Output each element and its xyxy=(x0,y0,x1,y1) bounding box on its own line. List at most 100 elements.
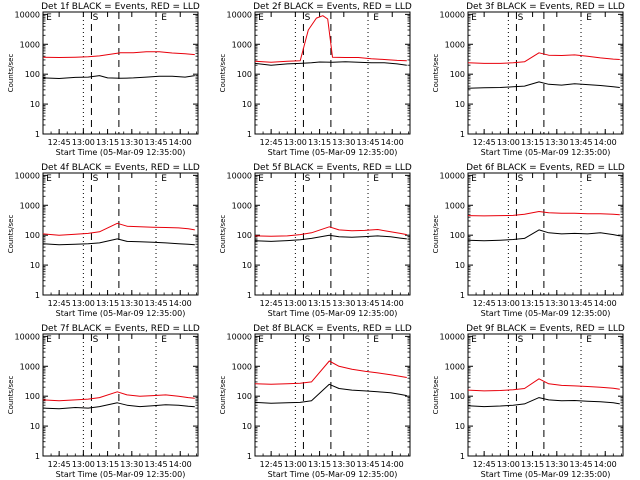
marker-label: E xyxy=(46,335,52,345)
detector-panel: Det 2f BLACK = Events, RED = LLD Counts/s… xyxy=(219,2,412,157)
y-tick-label: 100 xyxy=(450,392,465,401)
x-tick-label: 14:00 xyxy=(594,138,617,147)
x-tick-label: 14:00 xyxy=(169,460,192,469)
y-tick-label: 100 xyxy=(237,392,252,401)
x-axis-label: Start Time (05-Mar-09 12:35:00) xyxy=(481,148,611,157)
marker-label: E xyxy=(471,335,477,345)
x-tick-label: 12:45 xyxy=(260,460,283,469)
y-tick-label: 10 xyxy=(455,422,465,431)
y-axis-label: Counts/sec xyxy=(432,215,440,254)
y-tick-label: 1000 xyxy=(445,40,465,49)
x-tick-label: 14:00 xyxy=(381,299,404,308)
y-tick-label: 10000 xyxy=(440,10,465,19)
y-axis-label: Counts/sec xyxy=(7,376,15,415)
panel-title: Det 8f BLACK = Events, RED = LLD xyxy=(253,324,412,334)
x-tick-label: 13:30 xyxy=(120,460,143,469)
x-tick-label: 13:15 xyxy=(96,460,119,469)
x-tick-label: 13:00 xyxy=(284,299,307,308)
y-tick-label: 10 xyxy=(242,261,252,270)
x-tick-label: 13:30 xyxy=(120,138,143,147)
lld-series-line xyxy=(467,378,620,392)
x-tick-label: 13:15 xyxy=(308,460,331,469)
plot-frame xyxy=(467,11,624,135)
y-tick-label: 1 xyxy=(460,452,465,461)
y-tick-label: 10 xyxy=(455,261,465,270)
lld-series-line xyxy=(42,222,195,236)
x-tick-label: 13:15 xyxy=(521,138,544,147)
lld-series-line xyxy=(254,226,407,237)
y-tick-label: 1000 xyxy=(232,201,252,210)
x-tick-label: 13:00 xyxy=(497,299,520,308)
y-tick-label: 1 xyxy=(247,291,252,300)
detector-panel: Det 3f BLACK = Events, RED = LLD Counts/s… xyxy=(432,2,625,157)
panel-title: Det 6f BLACK = Events, RED = LLD xyxy=(466,163,625,173)
marker-label: S xyxy=(518,13,524,23)
y-tick-label: 1 xyxy=(35,291,40,300)
x-tick-label: 13:30 xyxy=(120,299,143,308)
marker-label: E xyxy=(46,174,52,184)
x-tick-label: 14:00 xyxy=(169,299,192,308)
lld-series-line xyxy=(254,15,407,63)
plot-frame xyxy=(254,172,411,296)
y-tick-label: 10 xyxy=(30,100,40,109)
marker-label: E xyxy=(586,335,592,345)
detector-panel: Det 6f BLACK = Events, RED = LLD Counts/s… xyxy=(432,163,625,318)
x-axis-label: Start Time (05-Mar-09 12:35:00) xyxy=(481,470,611,479)
x-tick-label: 13:15 xyxy=(521,299,544,308)
marker-label: E xyxy=(161,174,167,184)
x-tick-label: 13:15 xyxy=(96,138,119,147)
marker-label: E xyxy=(373,174,379,184)
events-series-line xyxy=(254,234,407,242)
y-tick-label: 10000 xyxy=(15,332,40,341)
y-tick-label: 100 xyxy=(25,392,40,401)
x-tick-label: 12:45 xyxy=(48,460,71,469)
x-tick-label: 13:30 xyxy=(545,299,568,308)
x-tick-label: 13:45 xyxy=(356,299,379,308)
plot-frame xyxy=(467,172,624,296)
marker-label: E xyxy=(258,335,264,345)
x-axis-label: Start Time (05-Mar-09 12:35:00) xyxy=(56,470,186,479)
x-axis-label: Start Time (05-Mar-09 12:35:00) xyxy=(268,470,398,479)
marker-label: S xyxy=(305,335,311,345)
x-tick-label: 13:00 xyxy=(497,138,520,147)
x-tick-label: 13:45 xyxy=(356,138,379,147)
plot-frame xyxy=(254,11,411,135)
y-tick-label: 1000 xyxy=(232,362,252,371)
marker-label: S xyxy=(93,174,99,184)
y-tick-label: 10 xyxy=(242,422,252,431)
x-tick-label: 13:30 xyxy=(332,299,355,308)
x-tick-label: 13:30 xyxy=(332,460,355,469)
x-tick-label: 13:30 xyxy=(332,138,355,147)
x-tick-label: 12:45 xyxy=(473,299,496,308)
x-tick-label: 12:45 xyxy=(48,299,71,308)
marker-label: E xyxy=(373,335,379,345)
x-tick-label: 14:00 xyxy=(169,138,192,147)
y-tick-label: 1 xyxy=(460,291,465,300)
y-tick-label: 10000 xyxy=(227,10,252,19)
y-tick-label: 1 xyxy=(247,130,252,139)
y-tick-label: 100 xyxy=(25,70,40,79)
panel-title: Det 2f BLACK = Events, RED = LLD xyxy=(253,2,412,12)
y-axis-label: Counts/sec xyxy=(432,54,440,93)
x-axis-label: Start Time (05-Mar-09 12:35:00) xyxy=(481,309,611,318)
events-series-line xyxy=(467,397,620,408)
x-tick-label: 13:00 xyxy=(497,460,520,469)
y-tick-label: 100 xyxy=(237,231,252,240)
events-series-line xyxy=(254,61,407,66)
y-tick-label: 1000 xyxy=(20,362,40,371)
y-tick-label: 1 xyxy=(460,130,465,139)
lld-series-line xyxy=(467,52,620,64)
panel-title: Det 9f BLACK = Events, RED = LLD xyxy=(466,324,625,334)
marker-label: E xyxy=(161,335,167,345)
marker-label: E xyxy=(586,13,592,23)
events-series-line xyxy=(42,238,195,246)
panel-title: Det 7f BLACK = Events, RED = LLD xyxy=(41,324,200,334)
marker-label: S xyxy=(93,335,99,345)
detector-panel: Det 1f BLACK = Events, RED = LLD Counts/s… xyxy=(7,2,200,157)
marker-label: S xyxy=(305,13,311,23)
y-tick-label: 1000 xyxy=(445,201,465,210)
y-axis-label: Counts/sec xyxy=(7,54,15,93)
x-tick-label: 14:00 xyxy=(381,460,404,469)
x-tick-label: 12:45 xyxy=(473,138,496,147)
